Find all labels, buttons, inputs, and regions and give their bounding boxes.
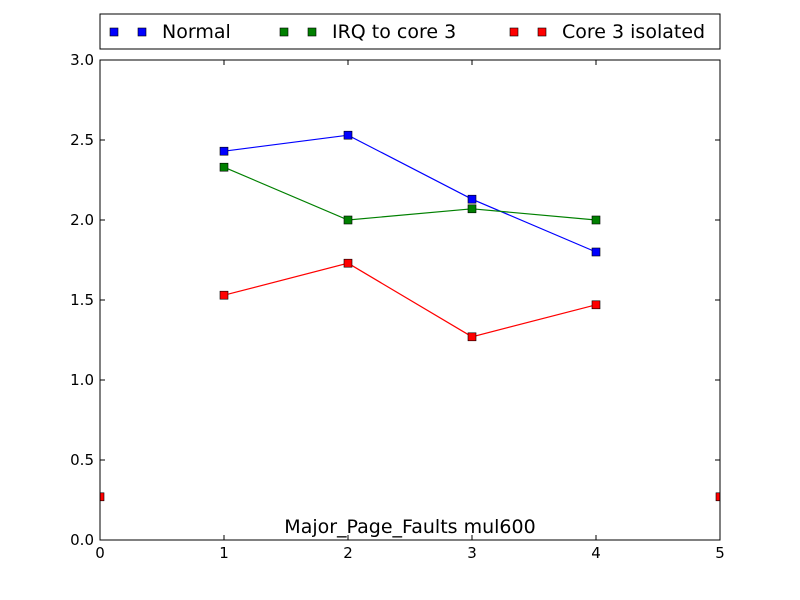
data-point-irq-to-core-3 <box>343 215 353 225</box>
legend: Normal IRQ to core 3 Core 3 isolated <box>99 13 721 50</box>
legend-marker-normal <box>109 27 119 37</box>
legend-frame <box>99 13 721 50</box>
data-point-normal <box>467 194 477 204</box>
data-point-core-3-isolated <box>219 290 229 300</box>
data-point-normal <box>219 146 229 156</box>
x-tick-label: 1 <box>219 544 229 562</box>
y-tick-label: 2.5 <box>70 131 94 149</box>
x-tick-label: 5 <box>715 544 725 562</box>
y-tick-label: 2.0 <box>70 211 94 229</box>
data-point-core-3-isolated <box>591 300 601 310</box>
series-line-normal <box>223 134 597 253</box>
y-tick-label: 1.5 <box>70 291 94 309</box>
axis-ticks: 0 1 2 3 4 5 0.0 0.5 1.0 1.5 2.0 2.5 3.0 <box>70 51 725 562</box>
legend-label-core-3-isolated: Core 3 isolated <box>562 21 705 43</box>
y-tick-label: 0.5 <box>70 451 94 469</box>
x-tick-label: 3 <box>467 544 477 562</box>
series-line-core-3-isolated <box>223 262 597 338</box>
data-point-irq-to-core-3 <box>591 215 601 225</box>
legend-marker-normal <box>137 27 147 37</box>
legend-marker-core-3-isolated <box>509 27 519 37</box>
chart-marks <box>99 130 721 502</box>
data-point-core-3-isolated-edge <box>715 492 721 502</box>
data-point-core-3-isolated <box>343 258 353 268</box>
x-tick-label: 0 <box>95 544 105 562</box>
legend-marker-core-3-isolated <box>537 27 547 37</box>
legend-marker-irq-to-core-3 <box>279 27 289 37</box>
series-line-irq-to-core-3 <box>223 166 597 221</box>
x-tick-label: 4 <box>591 544 601 562</box>
data-point-core-3-isolated-edge <box>99 492 105 502</box>
chart-title: Major_Page_Faults mul600 <box>284 516 535 538</box>
y-tick-label: 0.0 <box>70 531 94 549</box>
x-tick-label: 2 <box>343 544 353 562</box>
y-tick-label: 1.0 <box>70 371 94 389</box>
data-point-normal <box>591 247 601 257</box>
legend-label-normal: Normal <box>162 21 231 43</box>
legend-label-irq-to-core-3: IRQ to core 3 <box>332 21 456 43</box>
data-point-irq-to-core-3 <box>467 204 477 214</box>
data-point-normal <box>343 130 353 140</box>
data-point-core-3-isolated <box>467 332 477 342</box>
data-point-irq-to-core-3 <box>219 162 229 172</box>
legend-marker-irq-to-core-3 <box>307 27 317 37</box>
y-tick-label: 3.0 <box>70 51 94 69</box>
